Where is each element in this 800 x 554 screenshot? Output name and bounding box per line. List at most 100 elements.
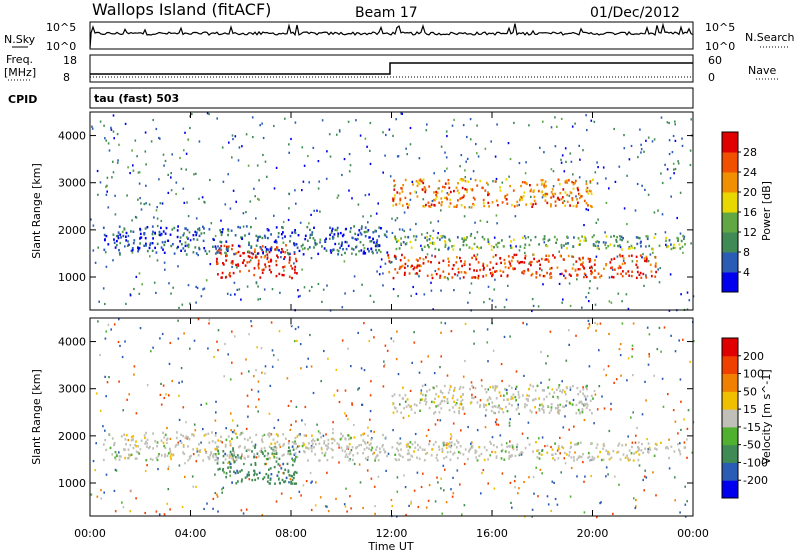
nsearch-label: N.Search (745, 31, 795, 44)
cpid-value: tau (fast) 503 (94, 92, 179, 105)
scatter-cell (570, 441, 572, 445)
scatter-cell (396, 330, 398, 333)
scatter-cell (392, 288, 395, 291)
scatter-cell (387, 254, 390, 257)
scatter-cell (453, 400, 455, 403)
scatter-cell (672, 162, 675, 165)
scatter-cell (543, 185, 546, 189)
scatter-cell (274, 482, 276, 485)
scatter-cell (119, 242, 121, 245)
scatter-cell (514, 486, 516, 489)
scatter-cell (447, 391, 450, 394)
scatter-cell (600, 274, 603, 277)
scatter-cell (534, 397, 537, 401)
scatter-cell (472, 196, 475, 199)
scatter-cell (359, 134, 362, 137)
scatter-cell (114, 456, 117, 459)
scatter-cell (269, 384, 272, 387)
scatter-cell (240, 509, 243, 512)
colorbar-tick-label: -50 (743, 439, 761, 452)
scatter-cell (638, 237, 641, 240)
scatter-cell (614, 475, 616, 478)
scatter-cell (393, 197, 396, 200)
scatter-cell (448, 388, 451, 391)
scatter-cell (358, 463, 361, 466)
scatter-cell (436, 195, 438, 198)
scatter-cell (317, 282, 320, 286)
scatter-cell (140, 439, 143, 442)
scatter-cell (508, 384, 511, 387)
scatter-cell (131, 247, 134, 250)
scatter-cell (464, 359, 466, 363)
scatter-cell (250, 252, 253, 255)
scatter-cell (634, 441, 637, 444)
scatter-cell (562, 298, 564, 301)
scatter-cell (505, 405, 507, 409)
scatter-cell (527, 236, 530, 239)
scatter-cell (182, 234, 185, 237)
scatter-cell (547, 405, 549, 408)
scatter-cell (576, 458, 579, 461)
scatter-cell (273, 456, 276, 459)
scatter-cell (518, 199, 521, 202)
scatter-cell (231, 134, 234, 137)
scatter-cell (295, 447, 298, 450)
scatter-cell (302, 442, 305, 445)
scatter-cell (133, 373, 135, 376)
scatter-cell (602, 241, 605, 244)
scatter-cell (217, 468, 220, 471)
scatter-cell (91, 125, 93, 128)
scatter-cell (425, 403, 427, 406)
scatter-cell (301, 268, 303, 271)
scatter-cell (575, 412, 578, 415)
scatter-cell (232, 449, 235, 452)
scatter-cell (618, 235, 621, 238)
scatter-cell (552, 395, 554, 398)
scatter-cell (306, 365, 308, 368)
scatter-cell (187, 245, 190, 249)
scatter-cell (161, 202, 164, 205)
scatter-cell (411, 180, 414, 183)
scatter-cell (112, 233, 115, 236)
scatter-cell (104, 251, 107, 254)
scatter-cell (264, 365, 267, 368)
scatter-cell (605, 241, 607, 244)
scatter-cell (197, 454, 200, 457)
scatter-cell (113, 241, 116, 244)
scatter-cell (523, 374, 525, 377)
scatter-cell (416, 263, 419, 267)
scatter-cell (323, 440, 326, 443)
scatter-cell (299, 294, 301, 298)
scatter-cell (203, 434, 206, 437)
scatter-cell (253, 472, 256, 475)
scatter-cell (438, 445, 440, 448)
scatter-cell (270, 271, 272, 274)
scatter-cell (279, 445, 282, 449)
scatter-cell (672, 134, 675, 138)
scatter-cell (179, 240, 181, 243)
scatter-cell (564, 276, 567, 280)
scatter-cell (554, 145, 557, 148)
scatter-cell (456, 398, 459, 402)
scatter-cell (496, 123, 498, 126)
scatter-cell (391, 231, 394, 235)
scatter-cell (564, 462, 567, 465)
scatter-cell (686, 456, 688, 459)
scatter-cell (494, 155, 497, 158)
scatter-cell (281, 248, 283, 251)
scatter-cell (430, 273, 433, 277)
scatter-cell (541, 179, 544, 182)
scatter-cell (672, 409, 675, 412)
scatter-cell (122, 234, 125, 238)
scatter-cell (558, 198, 561, 201)
scatter-cell (557, 457, 560, 460)
scatter-cell (645, 235, 648, 238)
scatter-cell (251, 478, 254, 482)
scatter-cell (241, 453, 243, 456)
scatter-cell (252, 444, 255, 448)
scatter-cell (594, 259, 596, 262)
scatter-cell (641, 442, 643, 446)
scatter-cell (288, 275, 291, 278)
scatter-cell (373, 241, 375, 244)
